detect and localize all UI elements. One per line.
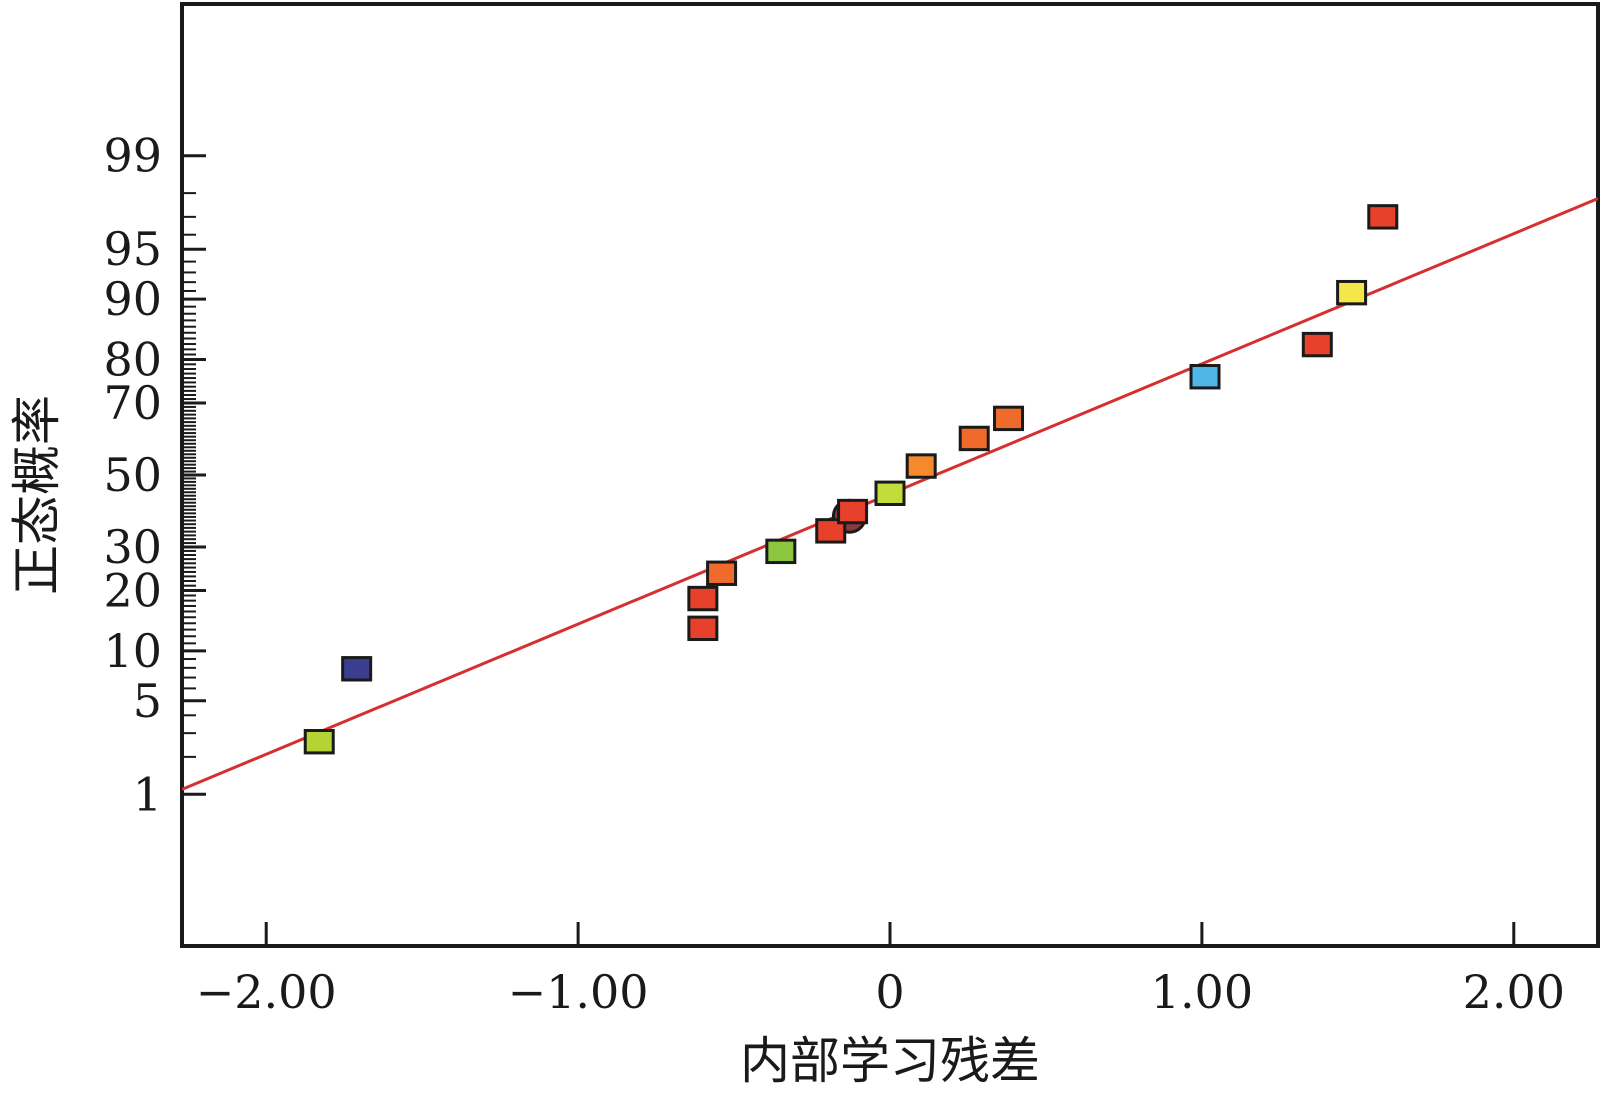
x-tick-label: −2.00 [196, 965, 337, 1019]
data-point [687, 615, 719, 642]
x-tick-label: 0 [875, 965, 904, 1019]
data-point [1336, 279, 1368, 306]
data-point [341, 656, 373, 682]
data-point [874, 480, 906, 506]
data-point [687, 585, 719, 612]
data-point [958, 425, 990, 452]
y-axis-title: 正态概率 [8, 395, 66, 595]
y-tick-label: 1 [133, 767, 162, 821]
plot-area-frame [180, 2, 1600, 948]
data-point [706, 560, 738, 586]
x-axis-title: 内部学习残差 [740, 1032, 1040, 1090]
data-points [303, 204, 1399, 755]
y-tick-label: 90 [103, 272, 162, 326]
data-point [815, 518, 847, 544]
y-tick-label: 50 [103, 448, 162, 502]
x-tick-label: 1.00 [1151, 965, 1253, 1019]
data-point [837, 498, 869, 525]
data-point [303, 729, 335, 755]
x-axis-ticks: −2.00 −1.00 0 1.00 2.00 [196, 922, 1565, 1019]
data-point [765, 538, 797, 565]
data-point [993, 405, 1025, 432]
data-point [1301, 331, 1333, 358]
data-point [1189, 364, 1221, 390]
y-tick-label: 5 [133, 674, 162, 728]
y-tick-label: 99 [103, 129, 162, 183]
y-tick-label: 70 [103, 376, 162, 430]
y-tick-label: 80 [103, 332, 162, 386]
x-tick-label: 2.00 [1463, 965, 1565, 1019]
x-tick-label: −1.00 [508, 965, 649, 1019]
y-tick-label: 10 [103, 624, 162, 678]
y-axis-minor-ticks [182, 192, 196, 758]
data-point [1367, 204, 1399, 230]
data-point [905, 453, 937, 479]
y-tick-label: 95 [103, 222, 162, 276]
y-tick-label: 20 [103, 564, 162, 618]
y-tick-label: 30 [103, 520, 162, 574]
